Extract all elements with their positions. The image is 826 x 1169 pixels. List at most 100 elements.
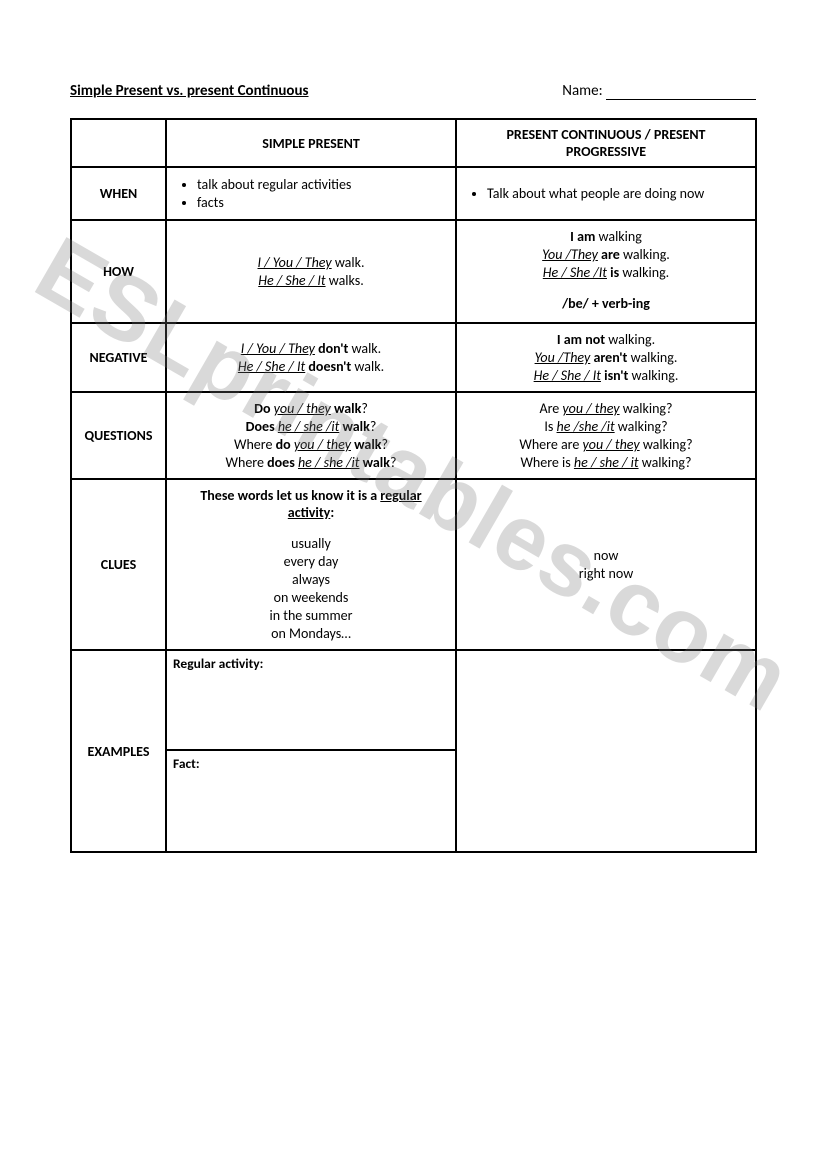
q-sp-l2-q: ? (370, 418, 377, 435)
header-row: Simple Present vs. present Continuous Na… (70, 82, 756, 100)
neg-sp-l2-aux: doesn't (305, 358, 351, 375)
q-sp-l1-sub: you / they (274, 400, 331, 417)
when-pc-cell: Talk about what people are doing now (456, 167, 756, 220)
row-label-when: WHEN (71, 167, 166, 220)
neg-pc-l2-aux: aren't (590, 349, 627, 366)
examples-sp-fact-box[interactable]: Fact: (167, 751, 455, 851)
clues-sp-w2: every day (177, 553, 445, 570)
q-pc-l4-sub: he / she / it (574, 454, 639, 471)
q-sp-l2-pre: Does (246, 418, 278, 435)
q-sp-l4-verb: walk (359, 454, 390, 471)
neg-pc-l1-sub: I (557, 331, 564, 348)
q-sp-l2-verb: walk (339, 418, 370, 435)
neg-sp-line1: I / You / They don't walk. (177, 340, 445, 357)
when-sp-bullet-1: talk about regular activities (197, 176, 445, 193)
q-pc-l1-sub: you / they (562, 400, 619, 417)
examples-sp-cell: Regular activity: Fact: (166, 650, 456, 852)
clues-pc-w1: now (467, 547, 745, 564)
name-field: Name: (562, 82, 756, 100)
how-pc-line1: I am walking (467, 228, 745, 245)
row-clues: CLUES These words let us know it is a re… (71, 479, 756, 650)
neg-pc-l1-aux: am not (564, 331, 605, 348)
how-pc-line3: He / She /It is walking. (467, 264, 745, 281)
clues-sp-intro: These words let us know it is a regular … (177, 487, 445, 521)
worksheet-page: Simple Present vs. present Continuous Na… (0, 0, 826, 913)
q-pc-l1-pre: Are (539, 400, 562, 417)
how-pc-line2: You /They are walking. (467, 246, 745, 263)
clues-sp-gap (177, 522, 445, 534)
when-sp-cell: talk about regular activities facts (166, 167, 456, 220)
clues-sp-intro-c: : (330, 504, 334, 521)
when-pc-bullet-1: Talk about what people are doing now (487, 185, 745, 202)
q-sp-l4-pre: Where (226, 454, 268, 471)
neg-pc-l1-verb: walking. (605, 331, 655, 348)
clues-pc-cell: now right now (456, 479, 756, 650)
clues-sp-intro-a: These words let us know it is a (200, 487, 380, 504)
q-sp-line3: Where do you / they walk? (177, 436, 445, 453)
clues-sp-w4: on weekends (177, 589, 445, 606)
q-pc-cell: Are you / they walking? Is he /she /it w… (456, 392, 756, 479)
q-sp-l4-sub: he / she /it (298, 454, 359, 471)
how-pc-l1-verb: walking (595, 228, 641, 245)
q-pc-l1-verb: walking (620, 400, 666, 417)
how-sp-l1-verb: walk. (332, 254, 365, 271)
how-pc-cell: I am walking You /They are walking. He /… (456, 220, 756, 323)
neg-pc-l3-aux: isn't (601, 367, 628, 384)
neg-pc-l3-sub: He / She / It (534, 367, 601, 384)
q-pc-line1: Are you / they walking? (467, 400, 745, 417)
neg-sp-l1-verb: walk. (348, 340, 381, 357)
q-pc-l4-verb: walking (639, 454, 685, 471)
neg-sp-l1-aux: don't (315, 340, 348, 357)
row-negative: NEGATIVE I / You / They don't walk. He /… (71, 323, 756, 392)
examples-sp-regular-box[interactable]: Regular activity: (167, 651, 455, 751)
when-sp-bullet-2: facts (197, 194, 445, 211)
q-pc-l3-q: ? (686, 436, 693, 453)
row-examples: EXAMPLES Regular activity: Fact: (71, 650, 756, 852)
q-pc-l2-pre: Is (544, 418, 556, 435)
examples-sp-regular-label: Regular activity: (167, 651, 455, 676)
q-sp-l3-pre: Where (234, 436, 276, 453)
header-row-cols: SIMPLE PRESENT PRESENT CONTINUOUS / PRES… (71, 119, 756, 167)
q-pc-line3: Where are you / they walking? (467, 436, 745, 453)
how-pc-l3-sub: He / She /It (543, 264, 607, 281)
q-sp-l4-aux: does (267, 454, 298, 471)
row-label-how: HOW (71, 220, 166, 323)
row-when: WHEN talk about regular activities facts… (71, 167, 756, 220)
neg-sp-cell: I / You / They don't walk. He / She / It… (166, 323, 456, 392)
row-label-negative: NEGATIVE (71, 323, 166, 392)
row-how: HOW I / You / They walk. He / She / It w… (71, 220, 756, 323)
q-pc-l4-pre: Where is (520, 454, 573, 471)
how-sp-l2-verb: walks. (326, 272, 364, 289)
clues-sp-w5: in the summer (177, 607, 445, 624)
neg-sp-l2-sub: He / She / It (238, 358, 305, 375)
clues-pc-w2: right now (467, 565, 745, 582)
examples-sp-fact-label: Fact: (167, 751, 455, 776)
q-pc-l3-pre: Where are (519, 436, 582, 453)
neg-sp-l1-sub: I / You / They (241, 340, 315, 357)
row-label-examples: EXAMPLES (71, 650, 166, 852)
neg-pc-l3-verb: walking. (628, 367, 678, 384)
q-sp-line2: Does he / she /it walk? (177, 418, 445, 435)
q-sp-line1: Do you / they walk? (177, 400, 445, 417)
how-sp-line1: I / You / They walk. (177, 254, 445, 271)
row-questions: QUESTIONS Do you / they walk? Does he / … (71, 392, 756, 479)
comparison-table: SIMPLE PRESENT PRESENT CONTINUOUS / PRES… (70, 118, 757, 853)
clues-sp-w1: usually (177, 535, 445, 552)
q-sp-l3-aux: do (276, 436, 294, 453)
q-sp-l1-q: ? (361, 400, 368, 417)
how-pc-l3-aux: is (607, 264, 619, 281)
q-pc-l4-q: ? (685, 454, 692, 471)
examples-pc-cell[interactable] (456, 650, 756, 852)
neg-pc-line1: I am not walking. (467, 331, 745, 348)
q-sp-l4-q: ? (390, 454, 397, 471)
q-sp-l2-sub: he / she /it (278, 418, 339, 435)
name-blank-line[interactable] (606, 99, 756, 100)
q-sp-l1-pre: Do (254, 400, 274, 417)
q-sp-line4: Where does he / she /it walk? (177, 454, 445, 471)
how-sp-l2-sub: He / She / It (258, 272, 325, 289)
neg-pc-line2: You /They aren't walking. (467, 349, 745, 366)
how-pc-l1-aux: am (577, 228, 595, 245)
how-sp-cell: I / You / They walk. He / She / It walks… (166, 220, 456, 323)
clues-sp-w3: always (177, 571, 445, 588)
neg-pc-line3: He / She / It isn't walking. (467, 367, 745, 384)
